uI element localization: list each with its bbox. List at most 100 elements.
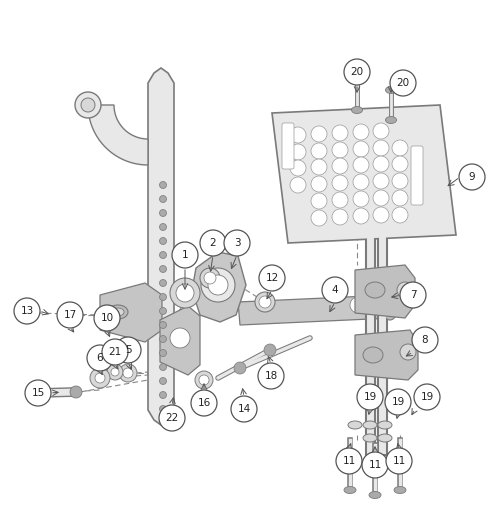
Circle shape (123, 368, 133, 378)
Circle shape (332, 125, 348, 141)
Circle shape (160, 335, 166, 342)
Circle shape (311, 193, 327, 209)
Text: 11: 11 (368, 460, 382, 470)
Circle shape (59, 304, 81, 326)
Ellipse shape (108, 305, 128, 319)
Circle shape (57, 302, 83, 328)
Circle shape (201, 268, 235, 302)
Text: 12: 12 (266, 273, 278, 283)
Circle shape (350, 297, 366, 313)
Circle shape (392, 207, 408, 223)
Circle shape (119, 364, 137, 382)
Circle shape (199, 375, 209, 385)
Circle shape (81, 98, 95, 112)
Ellipse shape (365, 282, 385, 298)
Circle shape (159, 405, 185, 431)
Circle shape (290, 160, 306, 176)
Circle shape (353, 124, 369, 140)
Circle shape (160, 392, 166, 398)
Circle shape (373, 173, 389, 189)
Text: 3: 3 (234, 238, 240, 248)
Circle shape (160, 322, 166, 329)
Circle shape (385, 389, 411, 415)
Circle shape (70, 386, 82, 398)
Circle shape (344, 59, 370, 85)
Circle shape (392, 173, 408, 189)
Circle shape (373, 123, 389, 139)
Circle shape (21, 305, 33, 317)
Text: 22: 22 (166, 413, 178, 423)
Circle shape (176, 284, 194, 302)
Polygon shape (192, 252, 246, 322)
Text: 17: 17 (64, 310, 76, 320)
Circle shape (160, 279, 166, 287)
Circle shape (353, 157, 369, 173)
Polygon shape (355, 265, 415, 318)
Text: 10: 10 (100, 313, 114, 323)
FancyBboxPatch shape (411, 146, 423, 205)
Circle shape (259, 296, 271, 308)
Circle shape (160, 294, 166, 301)
Circle shape (264, 344, 276, 356)
Ellipse shape (344, 487, 356, 493)
Text: 9: 9 (468, 172, 475, 182)
Circle shape (353, 141, 369, 157)
Circle shape (400, 344, 416, 360)
Polygon shape (148, 68, 174, 425)
Circle shape (160, 251, 166, 259)
Text: 15: 15 (32, 388, 44, 398)
Circle shape (115, 337, 141, 363)
Circle shape (386, 448, 412, 474)
Circle shape (373, 140, 389, 156)
Circle shape (90, 368, 110, 388)
Text: 18: 18 (264, 371, 278, 381)
Circle shape (200, 230, 226, 256)
Circle shape (412, 327, 438, 353)
Circle shape (414, 384, 440, 410)
Text: 4: 4 (332, 285, 338, 295)
Circle shape (336, 448, 362, 474)
Circle shape (160, 364, 166, 370)
Polygon shape (272, 105, 456, 243)
Circle shape (392, 190, 408, 206)
Text: 19: 19 (364, 392, 376, 402)
Text: 2: 2 (210, 238, 216, 248)
Circle shape (160, 405, 166, 412)
Polygon shape (355, 330, 418, 380)
Circle shape (160, 266, 166, 272)
Ellipse shape (363, 434, 377, 442)
Polygon shape (160, 306, 200, 375)
Circle shape (332, 142, 348, 158)
Text: 1: 1 (182, 250, 188, 260)
Text: 21: 21 (108, 347, 122, 357)
Circle shape (160, 196, 166, 203)
Circle shape (95, 306, 119, 330)
Text: 11: 11 (392, 456, 406, 466)
Text: 6: 6 (96, 353, 103, 363)
Circle shape (357, 384, 383, 410)
Circle shape (95, 373, 105, 383)
Circle shape (322, 277, 348, 303)
Circle shape (290, 177, 306, 193)
Text: 5: 5 (124, 345, 132, 355)
Polygon shape (16, 299, 38, 323)
Circle shape (373, 156, 389, 172)
Circle shape (311, 176, 327, 192)
Circle shape (258, 363, 284, 389)
Circle shape (170, 328, 190, 348)
Circle shape (392, 140, 408, 156)
Circle shape (397, 282, 413, 298)
Ellipse shape (386, 116, 396, 123)
Circle shape (255, 292, 275, 312)
Ellipse shape (348, 421, 362, 429)
Circle shape (160, 209, 166, 216)
Circle shape (373, 207, 389, 223)
Circle shape (25, 380, 51, 406)
Ellipse shape (363, 421, 377, 429)
Circle shape (94, 305, 120, 331)
Circle shape (107, 364, 123, 380)
Text: 8: 8 (422, 335, 428, 345)
Circle shape (390, 70, 416, 96)
Ellipse shape (369, 492, 381, 498)
Circle shape (111, 368, 119, 376)
